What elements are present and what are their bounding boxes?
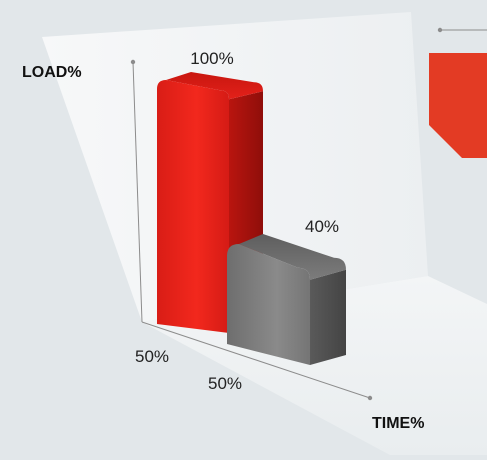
y-axis-title: LOAD% [22,64,82,81]
bar-load-100-top [166,72,263,100]
decor-dot [437,27,443,33]
x-axis-title: TIME% [372,415,424,432]
bar-load-100-value-label: 100% [190,49,233,68]
bar-load-40-front [227,244,310,365]
bar-load-40 [227,234,346,365]
x-axis-line [141,321,371,399]
bar-load-100-front [157,80,229,333]
bar-load-40-time-label: 50% [208,374,242,393]
bar-load-40-value-label: 40% [305,217,339,236]
y-axis-end-dot [130,59,136,65]
bar-load-100-time-label: 50% [135,347,169,366]
bar-load-40-top [239,234,346,280]
decor-shape [429,53,487,158]
bar-load-40-side [310,269,346,365]
x-axis-end-dot [367,395,373,401]
bar-load-100 [157,72,263,333]
y-axis-line [132,61,143,323]
